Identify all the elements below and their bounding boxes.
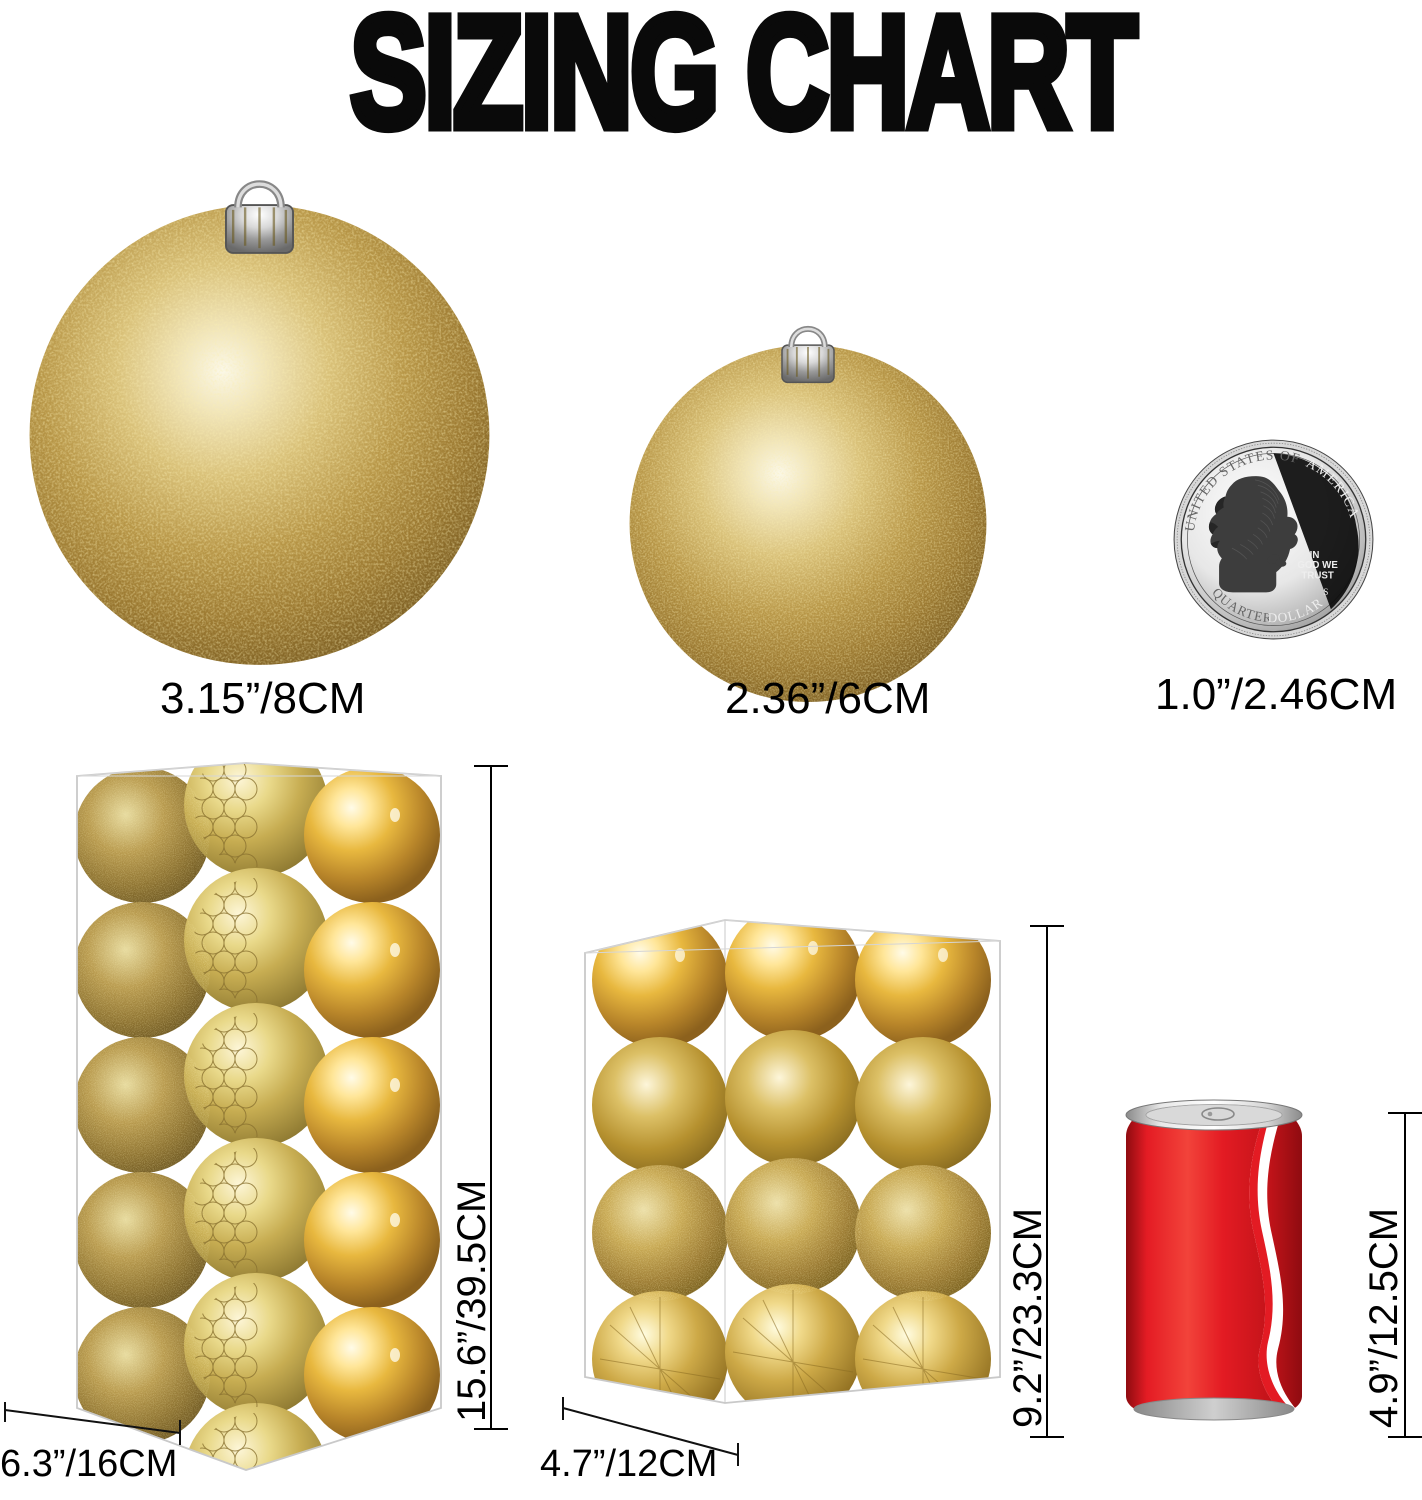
svg-text:TRUST: TRUST — [1301, 570, 1333, 581]
svg-text:S: S — [1323, 587, 1328, 597]
